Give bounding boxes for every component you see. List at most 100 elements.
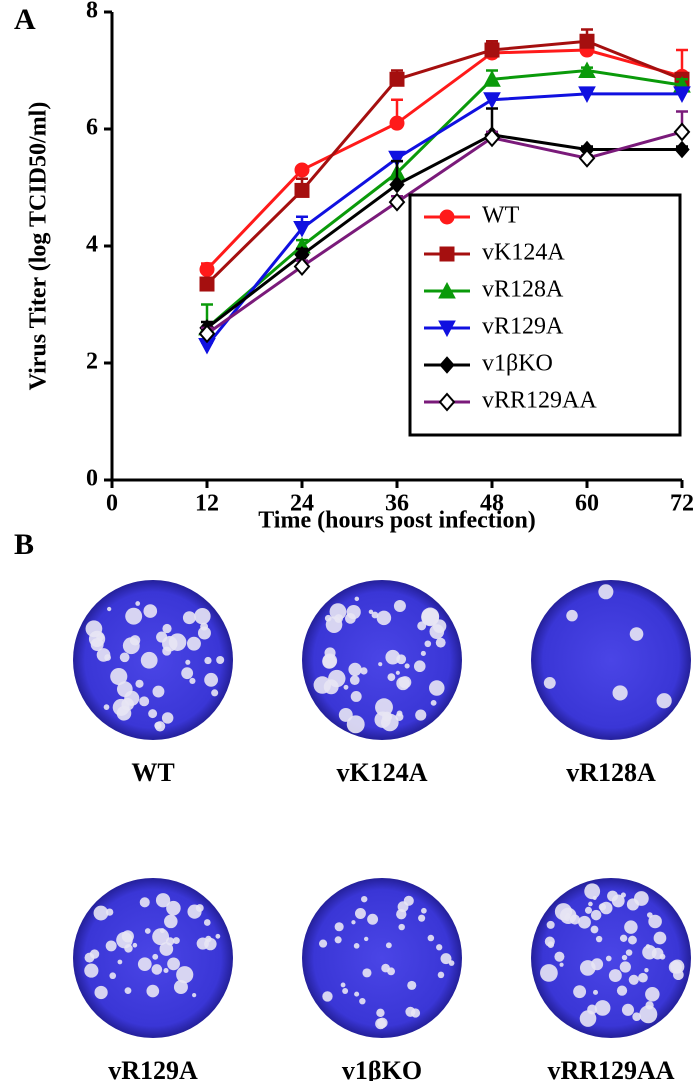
plaque xyxy=(448,960,455,966)
plaque xyxy=(348,662,362,677)
plaque xyxy=(375,698,393,717)
legend-label: vR128A xyxy=(482,277,564,303)
plaque xyxy=(605,955,612,962)
y-tick-label: 4 xyxy=(86,232,98,258)
legend-label: vRR129AA xyxy=(482,388,597,414)
data-point xyxy=(673,86,691,103)
data-point xyxy=(483,92,501,109)
plaque xyxy=(354,596,360,602)
plaque xyxy=(628,935,637,945)
plaque xyxy=(593,989,599,995)
plaque xyxy=(584,906,593,914)
data-point xyxy=(389,175,405,194)
plaque xyxy=(368,609,374,615)
plaque xyxy=(166,900,181,916)
legend-marker xyxy=(438,281,456,299)
plaque xyxy=(122,637,140,655)
plate xyxy=(531,580,691,740)
plaque xyxy=(342,988,349,994)
plaque xyxy=(346,715,365,734)
plaque xyxy=(93,905,109,921)
data-point xyxy=(293,256,311,276)
data-point xyxy=(579,33,595,49)
y-tick-label: 0 xyxy=(86,466,98,492)
plate-label: WT xyxy=(131,758,174,787)
plate-label: vRR129AA xyxy=(547,1056,674,1081)
plaque xyxy=(559,962,564,967)
plaque xyxy=(204,672,219,687)
data-point xyxy=(578,86,596,103)
plaque xyxy=(197,626,211,640)
data-point xyxy=(388,150,406,168)
legend-marker xyxy=(439,209,455,225)
plaque xyxy=(619,934,628,942)
plaque xyxy=(200,622,209,631)
plaque xyxy=(319,939,328,948)
plaque xyxy=(135,679,144,688)
plaque xyxy=(151,964,163,975)
plaque xyxy=(621,954,628,961)
series-line xyxy=(206,68,683,330)
plaque xyxy=(407,980,417,990)
plaque xyxy=(181,667,194,680)
plaque xyxy=(172,937,180,945)
plaque xyxy=(167,957,180,971)
plaque xyxy=(616,985,628,996)
plaque xyxy=(385,942,392,949)
plaque xyxy=(343,684,349,690)
data-point xyxy=(199,276,215,292)
data-point xyxy=(483,128,501,148)
plate xyxy=(302,878,462,1038)
plaque xyxy=(322,654,337,669)
plaque xyxy=(148,709,158,719)
plaque xyxy=(644,967,649,973)
plaque xyxy=(393,599,406,612)
x-tick-label: 72 xyxy=(670,491,694,517)
plaque xyxy=(371,611,379,619)
plaque xyxy=(611,894,625,908)
plaque xyxy=(124,690,140,706)
plaque xyxy=(569,914,580,925)
plaque xyxy=(195,904,204,912)
plaque xyxy=(436,944,443,951)
plaque xyxy=(554,951,565,962)
plaque xyxy=(144,928,151,934)
plaque xyxy=(430,699,437,706)
data-point xyxy=(674,140,690,159)
plaque xyxy=(340,982,346,988)
plaque xyxy=(146,984,160,998)
plaque xyxy=(587,1004,598,1015)
plaque xyxy=(625,949,633,956)
plaque xyxy=(566,609,578,622)
plaque xyxy=(159,928,165,934)
plaque xyxy=(324,614,332,622)
plaque xyxy=(645,986,660,1002)
plaque xyxy=(638,972,648,983)
plaque xyxy=(139,696,150,707)
plate-label: vR128A xyxy=(566,758,656,787)
plaque xyxy=(203,919,211,926)
plaque xyxy=(376,1008,385,1018)
plaque xyxy=(592,895,597,900)
plaque xyxy=(429,624,445,640)
x-tick-label: 60 xyxy=(575,491,599,517)
plate-label: v1βKO xyxy=(342,1056,422,1081)
plaque xyxy=(313,676,332,694)
plaque xyxy=(96,633,104,641)
x-tick-label: 12 xyxy=(195,491,219,517)
data-point xyxy=(389,115,405,131)
y-axis-label: Virus Titer (log TCID50/ml) xyxy=(26,102,52,391)
y-tick-label: 8 xyxy=(86,0,98,24)
plaque xyxy=(103,704,110,710)
legend-box xyxy=(408,193,682,437)
plaque xyxy=(351,920,356,925)
plaque xyxy=(132,942,138,948)
dish xyxy=(531,580,691,740)
plaque xyxy=(173,980,188,995)
plaque xyxy=(89,949,100,959)
plaque xyxy=(656,693,672,709)
plaque xyxy=(621,1003,635,1016)
plaque xyxy=(421,907,427,914)
data-point xyxy=(199,261,215,277)
legend-label: vK124A xyxy=(482,240,565,266)
